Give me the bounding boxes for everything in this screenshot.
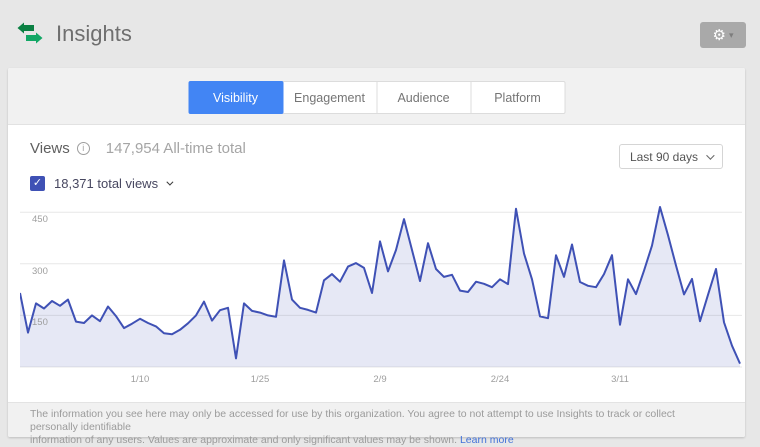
- disclaimer-line2: information of any users. Values are app…: [30, 434, 458, 446]
- learn-more-link[interactable]: Learn more: [459, 434, 514, 446]
- views-chart: 150 300 450 1/10 1/25 2/9 2/24 3/11: [20, 202, 742, 398]
- y-axis-tick-450: 450: [32, 214, 48, 226]
- series-checkbox[interactable]: ✓: [30, 176, 45, 191]
- settings-button[interactable]: ⚙ ▾: [700, 22, 746, 48]
- x-axis-tick-2-9: 2/9: [373, 374, 387, 385]
- date-range-value: Last 90 days: [629, 149, 698, 164]
- disclaimer-footer: The information you see here may only be…: [8, 402, 745, 446]
- x-axis-tick-3-11: 3/11: [611, 374, 629, 385]
- x-axis-tick-1-25: 1/25: [250, 374, 270, 385]
- insights-card: Visibility Engagement Audience Platform …: [8, 68, 745, 446]
- app-header: Insights ⚙ ▾: [0, 0, 760, 68]
- area-fill: [20, 207, 740, 367]
- tab-engagement[interactable]: Engagement: [282, 81, 377, 114]
- series-chevron-down-icon[interactable]: [166, 178, 174, 186]
- gear-icon: ⚙: [712, 26, 726, 44]
- alltime-total: 147,954 All-time total: [105, 140, 246, 157]
- chevron-down-icon: [706, 150, 715, 160]
- x-axis-tick-1-10: 1/10: [130, 374, 150, 385]
- series-label: 18,371 total views: [54, 176, 159, 191]
- tab-visibility[interactable]: Visibility: [188, 81, 283, 114]
- tab-audience[interactable]: Audience: [376, 81, 471, 114]
- disclaimer-line1: The information you see here may only be…: [30, 408, 675, 433]
- date-range-selector[interactable]: Last 90 days: [618, 144, 723, 169]
- chart-plot-area[interactable]: [20, 202, 742, 370]
- tab-platform[interactable]: Platform: [470, 81, 565, 114]
- views-title: Views: [30, 140, 70, 157]
- settings-dropdown-caret-icon: ▾: [728, 29, 734, 40]
- views-line-series: [20, 206, 741, 365]
- tab-bar: Visibility Engagement Audience Platform: [188, 81, 565, 114]
- page-title: Insights: [56, 21, 132, 46]
- y-axis-tick-300: 300: [32, 265, 48, 277]
- info-icon[interactable]: i: [76, 142, 90, 155]
- y-axis-tick-150: 150: [32, 317, 48, 329]
- series-toggle-row[interactable]: ✓ 18,371 total views: [30, 176, 174, 191]
- insights-logo-icon: [17, 22, 43, 44]
- views-header-row: Views i 147,954 All-time total: [30, 140, 246, 157]
- tab-strip: Visibility Engagement Audience Platform: [8, 68, 745, 125]
- x-axis-tick-2-24: 2/24: [490, 374, 510, 385]
